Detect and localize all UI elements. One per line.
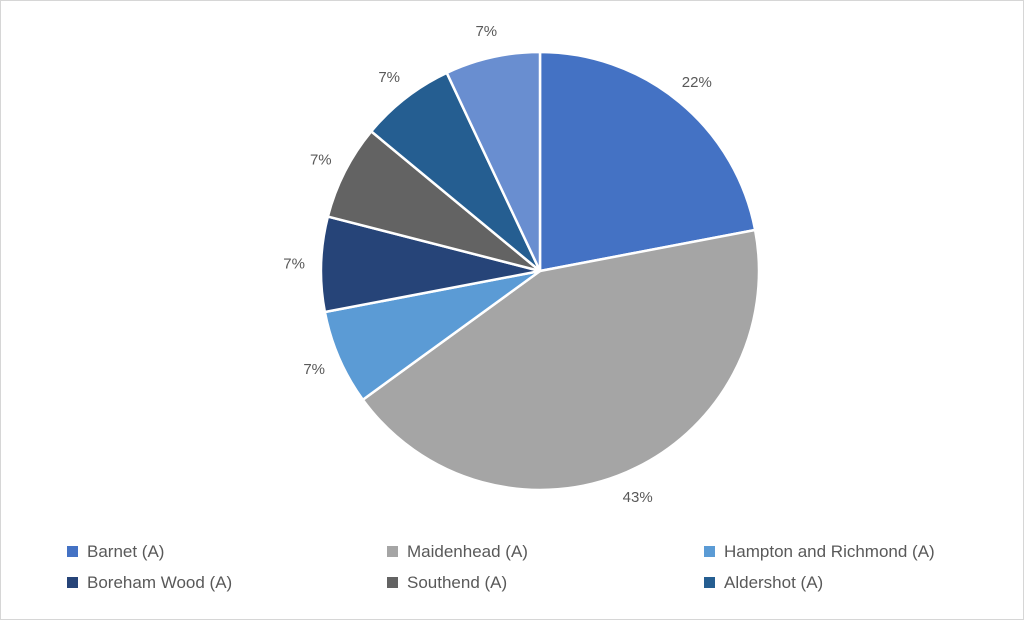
legend-label: Aldershot (A) — [724, 572, 824, 592]
data-label-aldershot-a: 7% — [378, 69, 400, 86]
legend-label: Maidenhead (A) — [407, 541, 528, 561]
legend-label: Boreham Wood (A) — [87, 572, 233, 592]
legend-swatch-icon — [704, 546, 715, 557]
legend-label: Southend (A) — [407, 572, 508, 592]
chart-legend: Barnet (A) Maidenhead (A) Hampton and Rich… — [67, 541, 935, 593]
data-label-barnet-a: 22% — [682, 74, 712, 91]
legend-item-maidenhead-a: Maidenhead (A) — [387, 541, 704, 562]
legend-item-barnet-a: Barnet (A) — [67, 541, 387, 562]
legend-item-boreham-wood-a: Boreham Wood (A) — [67, 572, 387, 593]
data-label-boreham-wood-a: 7% — [283, 256, 305, 273]
pie-slice-7 — [445, 50, 542, 273]
legend-swatch-icon — [704, 577, 715, 588]
data-label-hampton-and-richmond-a: 7% — [303, 361, 325, 378]
data-label-southend-a: 7% — [310, 152, 332, 169]
legend-swatch-icon — [67, 577, 78, 588]
legend-swatch-icon — [387, 546, 398, 557]
data-label-maidenhead-a: 43% — [623, 489, 653, 506]
legend-swatch-icon — [387, 577, 398, 588]
legend-label: Barnet (A) — [87, 541, 165, 561]
pie-slice-maidenhead-a — [361, 228, 761, 492]
legend-item-southend-a: Southend (A) — [387, 572, 704, 593]
legend-item-aldershot-a: Aldershot (A) — [704, 572, 935, 593]
legend-item-hampton-and-richmond-a: Hampton and Richmond (A) — [704, 541, 935, 562]
pie-slice-barnet-a — [538, 50, 757, 273]
legend-swatch-icon — [67, 546, 78, 557]
data-label-7: 7% — [475, 23, 497, 40]
legend-label: Hampton and Richmond (A) — [724, 541, 935, 561]
